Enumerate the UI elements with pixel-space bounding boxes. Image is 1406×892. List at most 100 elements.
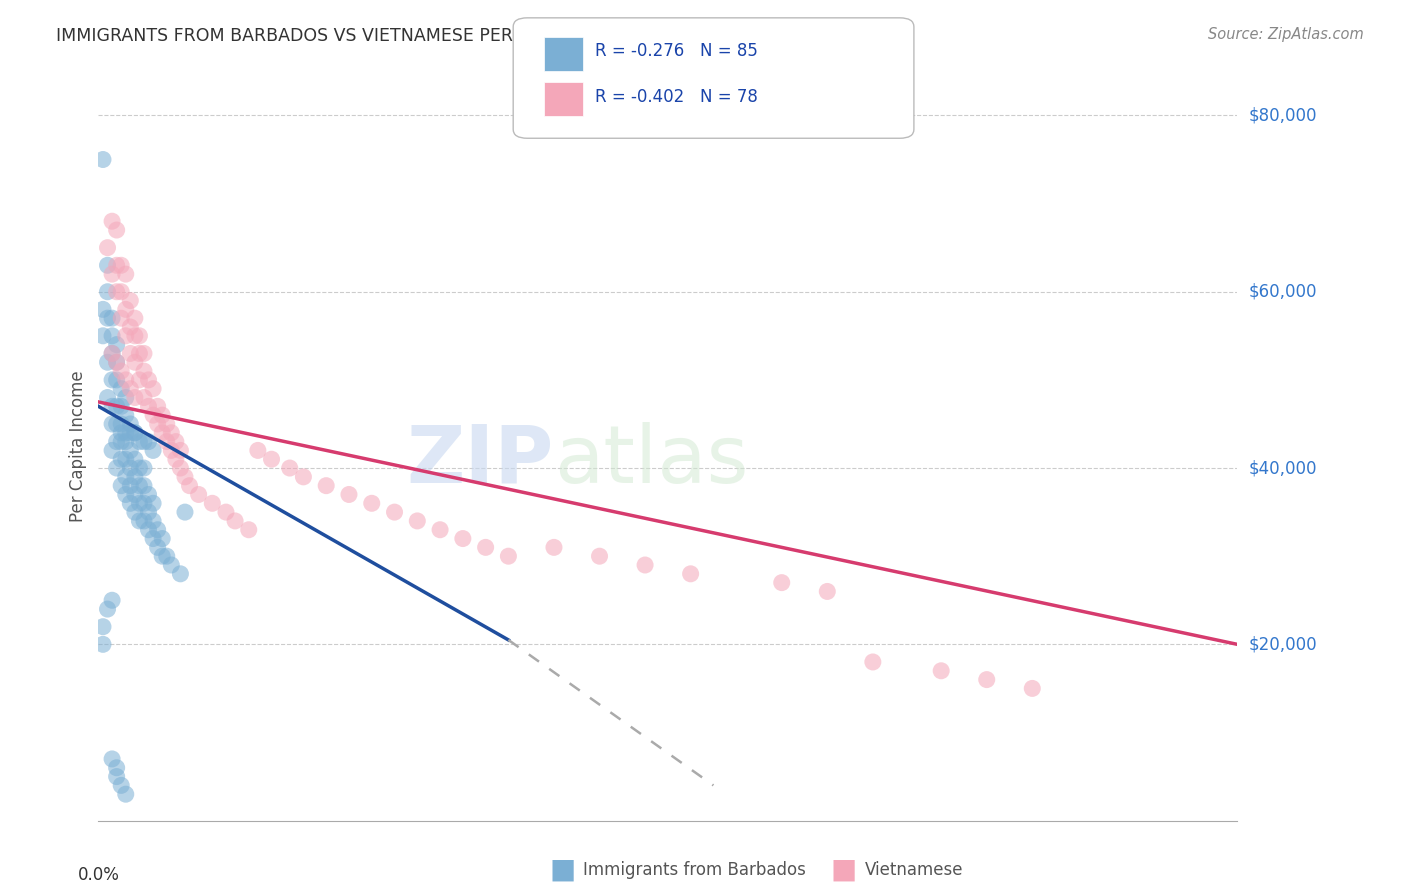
Point: [187, 487, 209, 501]
Point: [315, 478, 337, 492]
Point: [114, 373, 136, 387]
Point: [929, 664, 952, 678]
Point: [150, 549, 173, 564]
Text: ■: ■: [831, 855, 856, 884]
Point: [337, 487, 360, 501]
Point: [120, 443, 142, 458]
Point: [120, 417, 142, 431]
Point: [128, 514, 150, 528]
Text: ■: ■: [550, 855, 575, 884]
Point: [114, 487, 136, 501]
Point: [96, 241, 118, 255]
Point: [132, 434, 155, 449]
Point: [105, 417, 128, 431]
Point: [105, 373, 128, 387]
Point: [110, 364, 132, 378]
Point: [124, 470, 146, 484]
Point: [169, 443, 191, 458]
Point: [124, 328, 146, 343]
Point: [128, 461, 150, 475]
Point: [278, 461, 301, 475]
Point: [101, 346, 124, 360]
Point: [114, 434, 136, 449]
Point: [474, 541, 496, 555]
Point: [114, 408, 136, 422]
Point: [215, 505, 238, 519]
Point: [110, 382, 132, 396]
Point: [101, 417, 124, 431]
Point: [96, 285, 118, 299]
Text: IMMIGRANTS FROM BARBADOS VS VIETNAMESE PER CAPITA INCOME CORRELATION CHART: IMMIGRANTS FROM BARBADOS VS VIETNAMESE P…: [56, 27, 849, 45]
Text: $60,000: $60,000: [1249, 283, 1317, 301]
Point: [114, 302, 136, 317]
Point: [142, 443, 165, 458]
Point: [124, 355, 146, 369]
Point: [101, 311, 124, 326]
Point: [105, 761, 128, 775]
Point: [101, 346, 124, 360]
Point: [156, 549, 179, 564]
Point: [132, 364, 155, 378]
Point: [91, 620, 114, 634]
Point: [142, 514, 165, 528]
Point: [101, 328, 124, 343]
Point: [132, 461, 155, 475]
Point: [156, 417, 179, 431]
Point: [260, 452, 283, 467]
Point: [124, 452, 146, 467]
Point: [224, 514, 246, 528]
Point: [105, 355, 128, 369]
Point: [138, 373, 160, 387]
Point: [96, 258, 118, 272]
Point: [96, 602, 118, 616]
Point: [128, 346, 150, 360]
Point: [138, 434, 160, 449]
Point: [110, 417, 132, 431]
Point: [101, 752, 124, 766]
Point: [156, 434, 179, 449]
Point: [862, 655, 884, 669]
Point: [165, 452, 187, 467]
Point: [101, 400, 124, 414]
Point: [128, 328, 150, 343]
Point: [138, 523, 160, 537]
Point: [105, 337, 128, 351]
Point: [406, 514, 429, 528]
Text: Source: ZipAtlas.com: Source: ZipAtlas.com: [1208, 27, 1364, 42]
Point: [124, 311, 146, 326]
Point: [120, 425, 142, 440]
Point: [150, 425, 173, 440]
Text: Vietnamese: Vietnamese: [865, 861, 963, 879]
Point: [976, 673, 998, 687]
Text: Immigrants from Barbados: Immigrants from Barbados: [583, 861, 807, 879]
Point: [150, 408, 173, 422]
Point: [120, 461, 142, 475]
Text: atlas: atlas: [554, 422, 748, 500]
Point: [110, 434, 132, 449]
Text: 0.0%: 0.0%: [77, 865, 120, 884]
Point: [110, 778, 132, 792]
Point: [110, 425, 132, 440]
Point: [124, 425, 146, 440]
Point: [101, 267, 124, 281]
Point: [292, 470, 315, 484]
Point: [238, 523, 260, 537]
Point: [110, 452, 132, 467]
Point: [138, 487, 160, 501]
Point: [174, 470, 197, 484]
Point: [634, 558, 657, 572]
Point: [110, 311, 132, 326]
Point: [588, 549, 610, 564]
Point: [124, 487, 146, 501]
Point: [132, 514, 155, 528]
Point: [101, 214, 124, 228]
Point: [146, 400, 169, 414]
Point: [120, 382, 142, 396]
Text: $40,000: $40,000: [1249, 459, 1317, 477]
Point: [101, 443, 124, 458]
Text: $80,000: $80,000: [1249, 106, 1317, 125]
Point: [146, 417, 169, 431]
Point: [91, 302, 114, 317]
Point: [120, 346, 142, 360]
Point: [91, 637, 114, 651]
